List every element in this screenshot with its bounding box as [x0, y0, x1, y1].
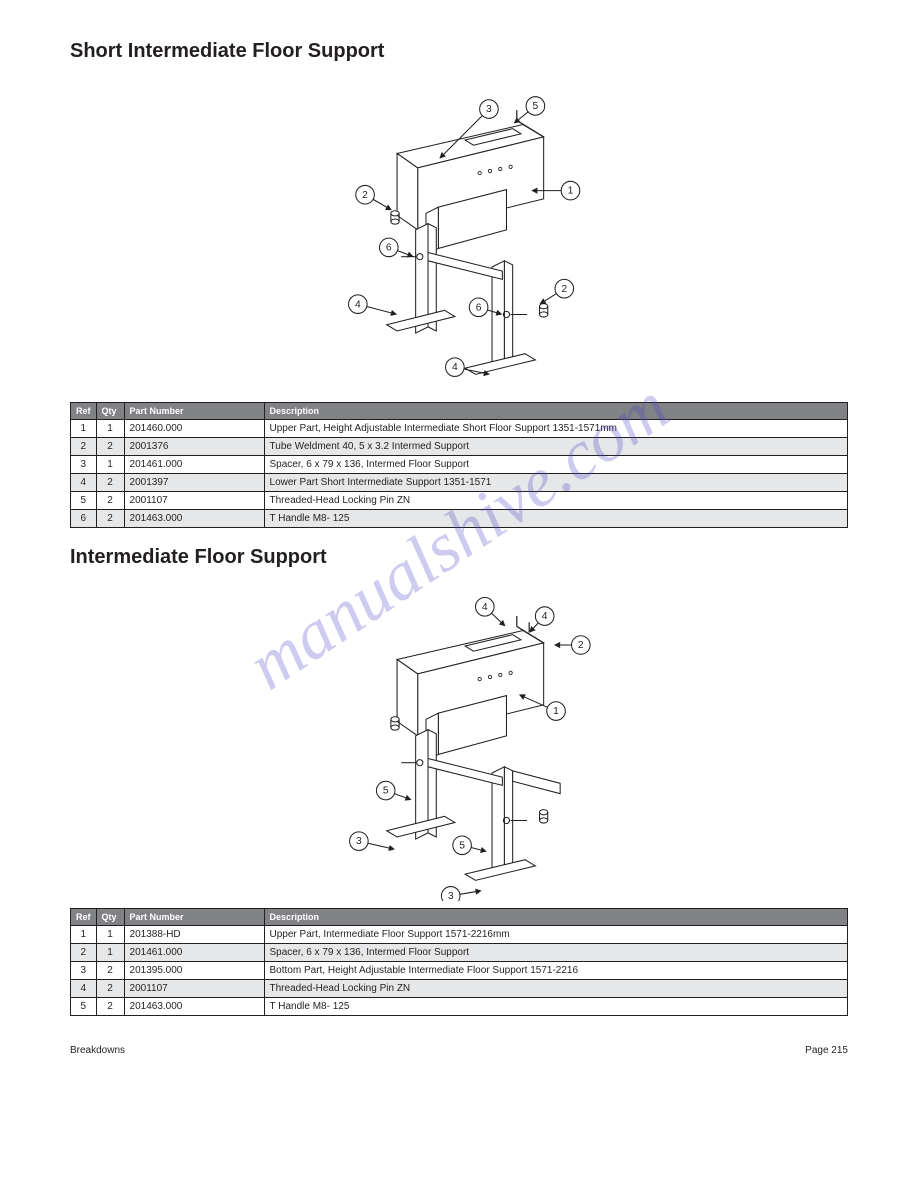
svg-text:5: 5 — [459, 840, 465, 851]
cell-desc: Spacer, 6 x 79 x 136, Intermed Floor Sup… — [264, 944, 847, 962]
footer-right: Page 215 — [805, 1045, 848, 1056]
cell-ref: 6 — [71, 510, 97, 528]
svg-text:3: 3 — [486, 104, 492, 115]
table-row: 31201461.000Spacer, 6 x 79 x 136, Interm… — [71, 456, 848, 474]
parts-table: RefQtyPart NumberDescription11201388-HDU… — [70, 908, 848, 1016]
cell-desc: Bottom Part, Height Adjustable Intermedi… — [264, 962, 847, 980]
table-header: Qty — [96, 909, 124, 926]
cell-pn: 2001397 — [124, 474, 264, 492]
cell-qty: 2 — [96, 998, 124, 1016]
cell-pn: 201388-HD — [124, 926, 264, 944]
cell-pn: 201463.000 — [124, 998, 264, 1016]
cell-qty: 2 — [96, 980, 124, 998]
cell-desc: Threaded-Head Locking Pin ZN — [264, 492, 847, 510]
cell-ref: 1 — [71, 926, 97, 944]
figure: 3 5 1 2 6 4 6 2 4 — [70, 75, 848, 398]
section-heading: Intermediate Floor Support — [70, 546, 848, 569]
table-header: Part Number — [124, 909, 264, 926]
cell-desc: Upper Part, Height Adjustable Intermedia… — [264, 420, 847, 438]
cell-desc: Tube Weldment 40, 5 x 3.2 Intermed Suppo… — [264, 438, 847, 456]
cell-desc: Upper Part, Intermediate Floor Support 1… — [264, 926, 847, 944]
table-row: 222001376Tube Weldment 40, 5 x 3.2 Inter… — [71, 438, 848, 456]
cell-pn: 201461.000 — [124, 944, 264, 962]
cell-qty: 2 — [96, 962, 124, 980]
section-heading: Short Intermediate Floor Support — [70, 40, 848, 63]
table-header: Ref — [71, 403, 97, 420]
cell-pn: 2001376 — [124, 438, 264, 456]
page-footer: Breakdowns Page 215 — [70, 1045, 848, 1056]
svg-text:5: 5 — [533, 101, 539, 112]
cell-desc: Spacer, 6 x 79 x 136, Intermed Floor Sup… — [264, 456, 847, 474]
svg-text:1: 1 — [568, 186, 574, 197]
cell-ref: 3 — [71, 456, 97, 474]
assembly-diagram-2: 4 4 2 1 5 3 5 3 — [273, 581, 645, 901]
table-header: Ref — [71, 909, 97, 926]
cell-desc: Lower Part Short Intermediate Support 13… — [264, 474, 847, 492]
svg-text:2: 2 — [578, 640, 584, 651]
cell-desc: T Handle M8- 125 — [264, 510, 847, 528]
table-row: 32201395.000Bottom Part, Height Adjustab… — [71, 962, 848, 980]
svg-text:2: 2 — [362, 190, 368, 201]
table-row: 11201388-HDUpper Part, Intermediate Floo… — [71, 926, 848, 944]
table-row: 11201460.000Upper Part, Height Adjustabl… — [71, 420, 848, 438]
table-row: 62201463.000T Handle M8- 125 — [71, 510, 848, 528]
cell-pn: 201395.000 — [124, 962, 264, 980]
table-row: 422001107Threaded-Head Locking Pin ZN — [71, 980, 848, 998]
cell-ref: 4 — [71, 474, 97, 492]
cell-ref: 5 — [71, 492, 97, 510]
table-row: 52201463.000T Handle M8- 125 — [71, 998, 848, 1016]
svg-text:4: 4 — [452, 362, 458, 373]
cell-desc: T Handle M8- 125 — [264, 998, 847, 1016]
svg-text:1: 1 — [553, 706, 559, 717]
table-row: 422001397Lower Part Short Intermediate S… — [71, 474, 848, 492]
cell-ref: 1 — [71, 420, 97, 438]
table-header: Description — [264, 403, 847, 420]
svg-text:4: 4 — [482, 602, 488, 613]
cell-ref: 4 — [71, 980, 97, 998]
svg-text:4: 4 — [355, 299, 361, 310]
cell-pn: 2001107 — [124, 492, 264, 510]
svg-text:2: 2 — [561, 284, 567, 295]
cell-ref: 2 — [71, 438, 97, 456]
assembly-diagram-1: 3 5 1 2 6 4 6 2 4 — [273, 75, 645, 395]
svg-text:5: 5 — [383, 786, 389, 797]
cell-qty: 2 — [96, 438, 124, 456]
table-header: Part Number — [124, 403, 264, 420]
cell-qty: 1 — [96, 944, 124, 962]
table-row: 21201461.000Spacer, 6 x 79 x 136, Interm… — [71, 944, 848, 962]
svg-text:3: 3 — [356, 836, 362, 847]
cell-desc: Threaded-Head Locking Pin ZN — [264, 980, 847, 998]
cell-ref: 5 — [71, 998, 97, 1016]
cell-pn: 201460.000 — [124, 420, 264, 438]
cell-ref: 2 — [71, 944, 97, 962]
parts-table: RefQtyPart NumberDescription11201460.000… — [70, 402, 848, 528]
table-header: Qty — [96, 403, 124, 420]
cell-ref: 3 — [71, 962, 97, 980]
cell-qty: 2 — [96, 474, 124, 492]
svg-text:3: 3 — [448, 891, 454, 901]
section-1: Intermediate Floor Support44215353RefQty… — [70, 546, 848, 1016]
cell-qty: 1 — [96, 420, 124, 438]
cell-pn: 201463.000 — [124, 510, 264, 528]
table-header: Description — [264, 909, 847, 926]
section-0: Short Intermediate Floor Support35126462… — [70, 40, 848, 528]
cell-qty: 2 — [96, 510, 124, 528]
cell-qty: 2 — [96, 492, 124, 510]
table-row: 522001107Threaded-Head Locking Pin ZN — [71, 492, 848, 510]
svg-text:4: 4 — [542, 611, 548, 622]
cell-qty: 1 — [96, 456, 124, 474]
svg-text:6: 6 — [386, 242, 392, 253]
figure: 4 4 2 1 5 3 5 3 — [70, 581, 848, 904]
cell-pn: 201461.000 — [124, 456, 264, 474]
cell-pn: 2001107 — [124, 980, 264, 998]
cell-qty: 1 — [96, 926, 124, 944]
svg-text:6: 6 — [476, 302, 482, 313]
footer-left: Breakdowns — [70, 1045, 125, 1056]
